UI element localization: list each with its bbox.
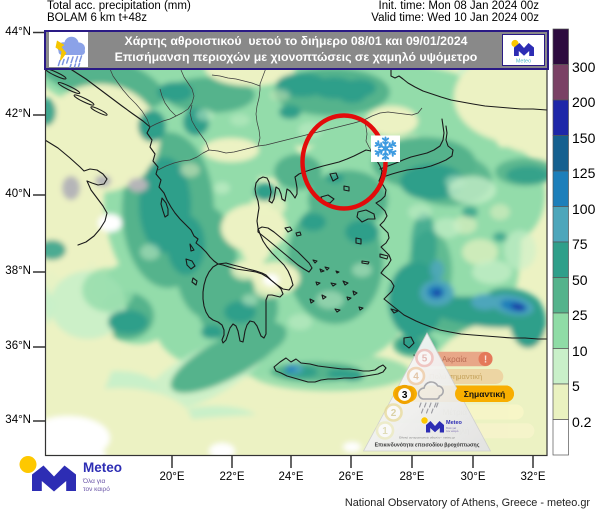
svg-text:Όλα για: Όλα για	[445, 426, 457, 430]
svg-text:Meteo: Meteo	[516, 59, 531, 65]
svg-text:Όλα για: Όλα για	[82, 478, 105, 485]
svg-text:τον καιρό: τον καιρό	[83, 485, 110, 493]
svg-text:Εθνικό αστεροσκοπείο αθηνών -: Εθνικό αστεροσκοπείο αθηνών - meteo.gr	[399, 436, 455, 440]
svg-text:!: !	[484, 355, 487, 366]
svg-text:Meteo: Meteo	[446, 420, 463, 426]
svg-text:τον καιρό: τον καιρό	[446, 429, 459, 433]
svg-text:4: 4	[413, 372, 419, 383]
svg-text:5: 5	[422, 354, 428, 365]
svg-text:Πολύ σημαντική: Πολύ σημαντική	[429, 372, 482, 381]
svg-text:2: 2	[391, 408, 397, 419]
svg-text:Meteo: Meteo	[83, 460, 122, 475]
svg-text:Ακραία: Ακραία	[442, 355, 467, 364]
svg-text:1: 1	[382, 426, 388, 437]
svg-text:Σημαντική: Σημαντική	[464, 389, 506, 399]
svg-text:3: 3	[402, 390, 408, 401]
svg-text:Επικινδυνότητα επεισοδίου βροχ: Επικινδυνότητα επεισοδίου βροχόπτωσης	[375, 443, 480, 449]
